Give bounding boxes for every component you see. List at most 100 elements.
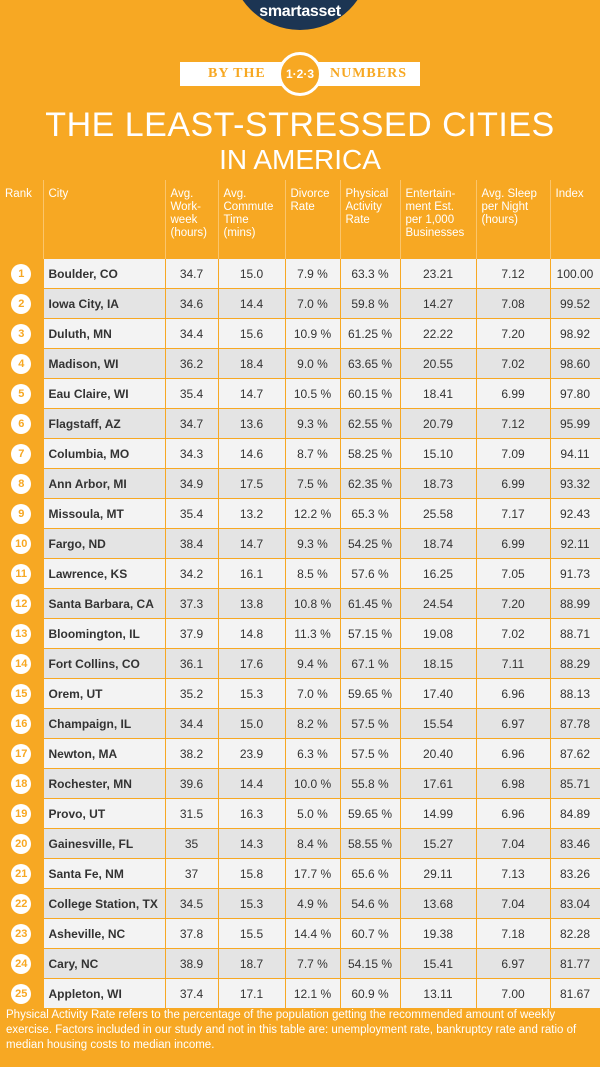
rank-badge: 23	[11, 923, 32, 944]
rank-badge: 22	[11, 893, 32, 914]
table-cell: 57.6 %	[340, 558, 401, 589]
table-cell: 29.11	[400, 858, 477, 889]
city-cell: Iowa City, IA	[43, 288, 166, 319]
badge: 1·2·3	[278, 52, 322, 96]
table-row: 16 Champaign, IL 34.4 15.0 8.2 % 57.5 % 15.54 6…	[0, 708, 600, 739]
table-cell: 82.28	[550, 918, 600, 949]
table-cell: 54.6 %	[340, 888, 401, 919]
table-cell: 17.40	[400, 678, 477, 709]
table-row: 13 Bloomington, IL 37.9 14.8 11.3 % 57.15 % 19…	[0, 618, 600, 649]
table-cell: 7.20	[476, 318, 551, 349]
table-row: 25 Appleton, WI 37.4 17.1 12.1 % 60.9 % 13.11 7…	[0, 978, 600, 1008]
table-cell: 7.9 %	[285, 258, 341, 289]
table-cell: 93.32	[550, 468, 600, 499]
rank-cell: 7	[0, 438, 44, 469]
table-cell: 81.67	[550, 978, 600, 1008]
logo[interactable]: smartasset	[230, 0, 370, 30]
table-cell: 38.2	[165, 738, 219, 769]
rank-cell: 25	[0, 978, 44, 1008]
table-cell: 34.5	[165, 888, 219, 919]
table-cell: 88.13	[550, 678, 600, 709]
table-row: 19 Provo, UT 31.5 16.3 5.0 % 59.65 % 14.99 6.96…	[0, 798, 600, 829]
table-row: 15 Orem, UT 35.2 15.3 7.0 % 59.65 % 17.40 6.96 8…	[0, 678, 600, 709]
table-cell: 14.3	[218, 828, 286, 859]
table-cell: 22.22	[400, 318, 477, 349]
city-cell: Duluth, MN	[43, 318, 166, 349]
table-cell: 20.79	[400, 408, 477, 439]
city-cell: Newton, MA	[43, 738, 166, 769]
logo-text[interactable]: smartasset	[259, 3, 341, 20]
table-cell: 25.58	[400, 498, 477, 529]
table-cell: 7.09	[476, 438, 551, 469]
rank-cell: 21	[0, 858, 44, 889]
table-cell: 34.9	[165, 468, 219, 499]
table-cell: 57.5 %	[340, 708, 401, 739]
rank-cell: 19	[0, 798, 44, 829]
table-cell: 18.74	[400, 528, 477, 559]
table-cell: 54.25 %	[340, 528, 401, 559]
table-cell: 14.4 %	[285, 918, 341, 949]
rank-cell: 15	[0, 678, 44, 709]
rank-badge: 18	[11, 773, 32, 794]
footnote: Physical Activity Rate refers to the per…	[6, 1009, 577, 1051]
table-cell: 38.9	[165, 948, 219, 979]
column-header: Index	[550, 180, 600, 259]
table-cell: 34.6	[165, 288, 219, 319]
table-cell: 7.08	[476, 288, 551, 319]
rank-badge: 19	[11, 803, 32, 824]
table-cell: 59.65 %	[340, 798, 401, 829]
table-cell: 19.38	[400, 918, 477, 949]
table-cell: 17.61	[400, 768, 477, 799]
table-cell: 7.17	[476, 498, 551, 529]
table-cell: 60.15 %	[340, 378, 401, 409]
city-cell: College Station, TX	[43, 888, 166, 919]
column-header: Entertain-ment Est. per 1,000 Businesses	[400, 180, 477, 259]
table-cell: 13.6	[218, 408, 286, 439]
table-cell: 18.73	[400, 468, 477, 499]
table-cell: 18.41	[400, 378, 477, 409]
table-cell: 37	[165, 858, 219, 889]
rank-badge: 13	[11, 623, 32, 644]
table-cell: 36.2	[165, 348, 219, 379]
table-cell: 35.4	[165, 498, 219, 529]
table-cell: 14.6	[218, 438, 286, 469]
rank-cell: 16	[0, 708, 44, 739]
table-cell: 6.97	[476, 948, 551, 979]
table-cell: 81.77	[550, 948, 600, 979]
table-row: 11 Lawrence, KS 34.2 16.1 8.5 % 57.6 % 16.25 7.…	[0, 558, 600, 589]
rank-badge: 7	[11, 443, 32, 464]
table-cell: 60.7 %	[340, 918, 401, 949]
rank-cell: 14	[0, 648, 44, 679]
table-cell: 7.0 %	[285, 288, 341, 319]
city-cell: Rochester, MN	[43, 768, 166, 799]
table-row: 21 Santa Fe, NM 37 15.8 17.7 % 65.6 % 29.11 7.1…	[0, 858, 600, 889]
table-cell: 65.3 %	[340, 498, 401, 529]
table-cell: 61.45 %	[340, 588, 401, 619]
rank-cell: 17	[0, 738, 44, 769]
table-row: 3 Duluth, MN 34.4 15.6 10.9 % 61.25 % 22.22 7.2…	[0, 318, 600, 349]
header-row: Rank City Avg. Work-week (hours) Avg. Commu…	[0, 180, 600, 259]
table-cell: 92.43	[550, 498, 600, 529]
city-cell: Ann Arbor, MI	[43, 468, 166, 499]
table-cell: 16.1	[218, 558, 286, 589]
table-cell: 15.3	[218, 678, 286, 709]
table-cell: 87.78	[550, 708, 600, 739]
rank-badge: 25	[11, 983, 32, 1004]
column-header: Physical Activity Rate	[340, 180, 401, 259]
table-cell: 8.5 %	[285, 558, 341, 589]
table-cell: 38.4	[165, 528, 219, 559]
table-cell: 83.04	[550, 888, 600, 919]
rank-cell: 24	[0, 948, 44, 979]
table-cell: 83.26	[550, 858, 600, 889]
rank-cell: 13	[0, 618, 44, 649]
table-cell: 88.99	[550, 588, 600, 619]
city-cell: Missoula, MT	[43, 498, 166, 529]
rank-badge: 17	[11, 743, 32, 764]
table-cell: 7.5 %	[285, 468, 341, 499]
table-cell: 98.92	[550, 318, 600, 349]
table-cell: 13.68	[400, 888, 477, 919]
rank-badge: 3	[11, 323, 32, 344]
table-cell: 65.6 %	[340, 858, 401, 889]
table-cell: 35.4	[165, 378, 219, 409]
